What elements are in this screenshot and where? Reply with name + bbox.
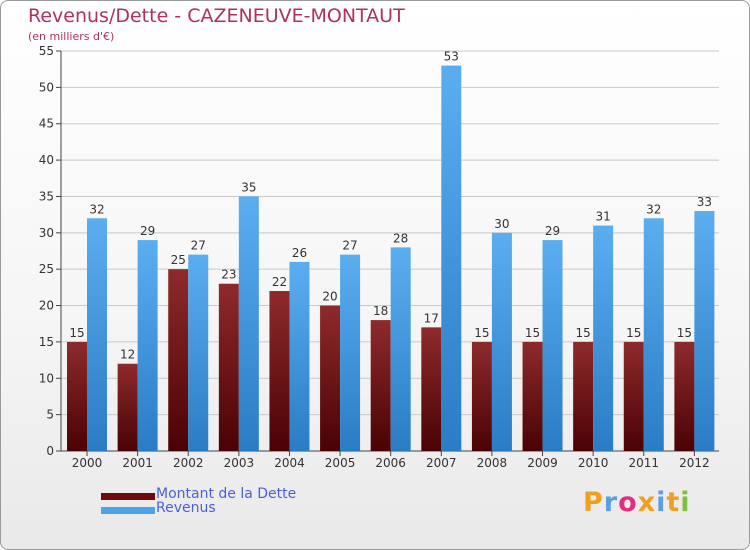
- data-label-debt-2004: 22: [272, 275, 287, 289]
- y-tick-label: 10: [39, 371, 54, 385]
- data-label-debt-2005: 20: [322, 290, 337, 304]
- bar-revenus-2010: [593, 225, 614, 451]
- logo-letter: P: [583, 487, 604, 518]
- y-tick-label: 30: [39, 226, 54, 240]
- data-label-debt-2003: 23: [221, 268, 236, 282]
- bar-revenus-2005: [340, 254, 361, 451]
- bar-debt-2012: [674, 341, 695, 451]
- chart-subtitle: (en milliers d'€): [28, 30, 115, 43]
- data-label-debt-2007: 17: [424, 311, 439, 325]
- bar-debt-2010: [573, 341, 594, 451]
- data-label-debt-2002: 25: [171, 253, 186, 267]
- y-tick-label: 55: [39, 44, 54, 58]
- y-tick-label: 45: [39, 117, 54, 131]
- bar-debt-2003: [218, 283, 239, 451]
- bar-debt-2008: [471, 341, 492, 451]
- data-label-debt-2001: 12: [120, 348, 135, 362]
- bar-revenus-2007: [441, 65, 462, 451]
- bar-revenus-2011: [643, 218, 664, 451]
- y-tick-label: 35: [39, 189, 54, 203]
- logo-letter: x: [637, 487, 657, 518]
- bar-revenus-2012: [694, 211, 715, 451]
- data-label-debt-2010: 15: [576, 326, 591, 340]
- data-label-revenus-2000: 32: [89, 202, 104, 216]
- legend-swatch-revenus: [101, 507, 155, 514]
- y-tick-label: 15: [39, 335, 54, 349]
- data-label-revenus-2007: 53: [444, 50, 459, 64]
- data-label-debt-2000: 15: [69, 326, 84, 340]
- bar-debt-2006: [370, 320, 391, 451]
- x-tick-label: 2009: [527, 456, 558, 470]
- x-tick-label: 2008: [477, 456, 508, 470]
- bar-revenus-2009: [542, 240, 563, 451]
- data-label-revenus-2010: 31: [596, 210, 611, 224]
- x-tick-label: 2007: [426, 456, 457, 470]
- data-label-revenus-2009: 29: [545, 224, 560, 238]
- data-label-debt-2009: 15: [525, 326, 540, 340]
- bar-debt-2001: [117, 363, 138, 451]
- bar-debt-2011: [623, 341, 644, 451]
- bar-revenus-2001: [137, 240, 158, 451]
- y-tick-label: 0: [46, 444, 54, 458]
- data-label-revenus-2003: 35: [241, 180, 256, 194]
- x-tick-label: 2006: [375, 456, 406, 470]
- x-tick-label: 2000: [72, 456, 103, 470]
- data-label-revenus-2006: 28: [393, 231, 408, 245]
- bar-revenus-2003: [238, 196, 259, 451]
- bar-revenus-2004: [289, 261, 310, 451]
- bar-debt-2000: [67, 341, 87, 451]
- bar-revenus-2002: [188, 254, 209, 451]
- x-tick-label: 2003: [224, 456, 255, 470]
- data-label-debt-2006: 18: [373, 304, 388, 318]
- y-tick-label: 50: [39, 80, 54, 94]
- data-label-revenus-2005: 27: [342, 239, 357, 253]
- bar-debt-2007: [421, 327, 442, 451]
- bar-revenus-2000: [87, 218, 107, 451]
- y-tick-label: 5: [46, 408, 54, 422]
- data-label-debt-2008: 15: [474, 326, 489, 340]
- x-tick-label: 2005: [325, 456, 356, 470]
- x-tick-label: 2011: [628, 456, 659, 470]
- data-label-debt-2012: 15: [677, 326, 692, 340]
- x-tick-label: 2012: [679, 456, 710, 470]
- bar-debt-2004: [269, 291, 290, 451]
- x-tick-label: 2002: [173, 456, 204, 470]
- logo-letter: o: [618, 487, 638, 518]
- x-tick-label: 2010: [578, 456, 609, 470]
- logo-letter: t: [666, 487, 681, 518]
- labels-layer: 0 5 10 15 20 25 30 35 40 45 50 55 15 32 2000 12 29 2001 25…: [39, 44, 712, 470]
- x-tick-label: 2001: [122, 456, 153, 470]
- data-label-debt-2011: 15: [626, 326, 641, 340]
- legend-swatch-debt: [101, 493, 155, 500]
- logo-letter: r: [603, 487, 619, 518]
- data-label-revenus-2012: 33: [697, 195, 712, 209]
- bar-debt-2005: [320, 305, 341, 451]
- data-label-revenus-2004: 26: [292, 246, 307, 260]
- bars-layer: [67, 65, 715, 451]
- legend-label-revenus: Revenus: [156, 500, 216, 516]
- data-label-revenus-2002: 27: [191, 239, 206, 253]
- bar-revenus-2006: [390, 247, 411, 451]
- y-tick-label: 20: [39, 299, 54, 313]
- data-label-revenus-2008: 30: [494, 217, 509, 231]
- data-label-revenus-2001: 29: [140, 224, 155, 238]
- logo-letter: i: [656, 487, 667, 518]
- bar-debt-2002: [168, 269, 189, 451]
- y-tick-label: 40: [39, 153, 54, 167]
- logo-letter: i: [680, 487, 691, 518]
- x-tick-label: 2004: [274, 456, 305, 470]
- bar-debt-2009: [522, 341, 543, 451]
- proxiti-logo: Proxiti: [583, 487, 691, 518]
- chart-title: Revenus/Dette - CAZENEUVE-MONTAUT: [28, 5, 405, 27]
- data-label-revenus-2011: 32: [646, 202, 661, 216]
- bar-revenus-2008: [491, 232, 512, 451]
- legend-label-debt: Montant de la Dette: [156, 486, 297, 502]
- y-tick-label: 25: [39, 262, 54, 276]
